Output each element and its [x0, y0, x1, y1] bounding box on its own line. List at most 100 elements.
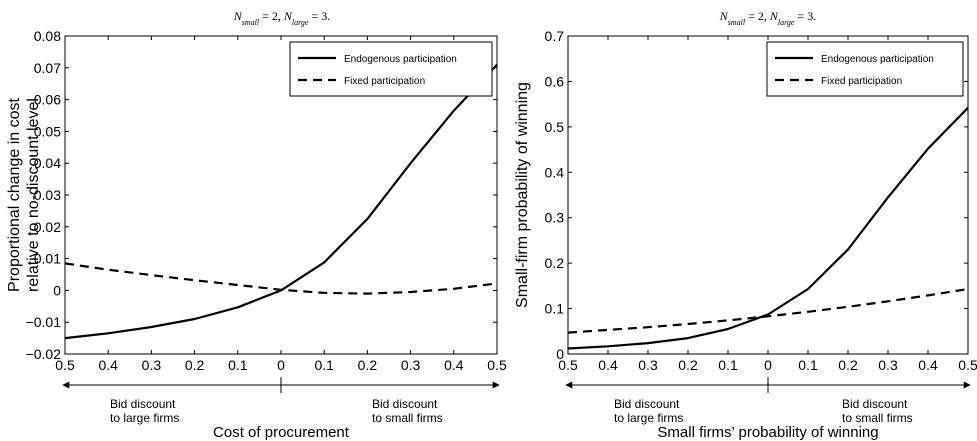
y-axis-label: Small-firm probability of winning: [514, 82, 531, 308]
legend-label: Endogenous participation: [821, 54, 934, 65]
data-point: [150, 274, 152, 276]
data-point: [887, 196, 889, 198]
y-tick-label: −0.01: [26, 314, 62, 330]
legend-label: Fixed participation: [821, 76, 902, 87]
y-tick-label: 0.04: [34, 155, 61, 171]
x-tick-label: 0.2: [358, 357, 378, 373]
title-n-large-sub: large: [778, 18, 795, 27]
x-tick-label: 0: [764, 357, 772, 373]
series-line-fixed: [567, 287, 969, 334]
x-tick-label: 0.4: [444, 357, 464, 373]
legend: Endogenous participation Fixed participat…: [289, 41, 493, 97]
annotation-small-line1: Bid discount: [842, 397, 908, 411]
data-point: [64, 337, 66, 339]
data-point: [887, 300, 889, 302]
data-point: [323, 261, 325, 263]
title-n-large-label: N: [283, 9, 293, 23]
chart-panel-2: Nsmall = 2, Nlarge = 3.00.10.20.30.40.50…: [514, 9, 977, 441]
data-point: [607, 329, 609, 331]
annotation-large-line2: to large firms: [110, 411, 179, 425]
data-point: [607, 345, 609, 347]
data-point: [280, 289, 282, 291]
x-tick-label: 0.2: [838, 357, 858, 373]
x-tick-label: 0: [277, 357, 285, 373]
data-point: [647, 326, 649, 328]
data-point: [453, 110, 455, 112]
x-tick-label: 0.2: [185, 357, 205, 373]
data-point: [567, 331, 569, 333]
y-tick-label: 0.01: [34, 251, 61, 267]
legend-label: Fixed participation: [344, 76, 425, 87]
annotation-small-line2: to small firms: [842, 411, 913, 425]
y-axis-label: Proportional change in cost relative to n…: [6, 98, 42, 292]
data-point: [453, 288, 455, 290]
data-point: [193, 279, 195, 281]
data-point: [927, 147, 929, 149]
chart-title: Nsmall = 2, Nlarge = 3.: [233, 9, 331, 27]
y-tick-label: 0.05: [34, 123, 61, 139]
data-point: [366, 292, 368, 294]
data-point: [496, 63, 498, 65]
data-point: [107, 332, 109, 334]
y-tick-label: 0.06: [34, 92, 61, 108]
data-point: [366, 218, 368, 220]
y-tick-label: 0.07: [34, 60, 61, 76]
data-point: [237, 306, 239, 308]
data-point: [496, 282, 498, 284]
data-point: [927, 294, 929, 296]
y-tick-label: 0.7: [545, 28, 565, 44]
data-point: [687, 337, 689, 339]
legend: Endogenous participation Fixed participat…: [766, 41, 964, 97]
data-point: [150, 326, 152, 328]
title-n-large-value: = 3.: [794, 9, 816, 23]
x-tick-label: 0.5: [487, 357, 507, 373]
y-tick-label: 0.3: [545, 210, 565, 226]
data-point: [727, 319, 729, 321]
data-point: [567, 347, 569, 349]
y-tick-label: 0: [53, 282, 61, 298]
data-point: [64, 262, 66, 264]
x-tick-label: 0.4: [98, 357, 118, 373]
y-tick-label: 0.03: [34, 187, 61, 203]
y-tick-label: 0.2: [545, 255, 565, 271]
title-n-small-value: = 2,: [745, 9, 770, 23]
legend-box: [289, 41, 493, 97]
annotation-large-line2: to large firms: [614, 411, 683, 425]
data-point: [727, 328, 729, 330]
x-tick-label: 0.5: [55, 357, 75, 373]
data-point: [237, 284, 239, 286]
data-point: [409, 291, 411, 293]
x-axis-label: Small firms’ probability of winning: [657, 424, 878, 441]
data-point: [687, 323, 689, 325]
y-tick-label: 0.02: [34, 219, 61, 235]
x-tick-label: 0.3: [638, 357, 658, 373]
y-axis-label-line1: Proportional change in cost: [6, 98, 23, 292]
series-line-fixed: [64, 262, 498, 295]
x-tick-label: 0.3: [401, 357, 421, 373]
x-tick-label: 0.1: [314, 357, 334, 373]
y-axis-label-line1: Small-firm probability of winning: [514, 82, 531, 308]
y-tick-label: 0.1: [545, 301, 565, 317]
annotation-small-line1: Bid discount: [372, 397, 438, 411]
data-point: [807, 311, 809, 313]
chart-panel-1: Nsmall = 2, Nlarge = 3. −0.02 −0.01 0 0.01 0.…: [6, 9, 507, 441]
x-tick-label: 0.2: [678, 357, 698, 373]
x-tick-label: 0.4: [598, 357, 618, 373]
x-tick-label: 0.1: [798, 357, 818, 373]
x-axis-label: Cost of procurement: [213, 424, 350, 441]
data-point: [193, 318, 195, 320]
title-n-small-label: N: [233, 9, 243, 23]
data-point: [323, 292, 325, 294]
y-tick-label: 0.5: [545, 119, 565, 135]
y-tick-label: 0: [556, 346, 564, 362]
x-tick-label: 0.1: [228, 357, 248, 373]
title-n-small-sub: small: [728, 18, 746, 27]
x-tick-label: 0.1: [718, 357, 738, 373]
x-tick-label: 0.5: [558, 357, 578, 373]
x-tick-label: 0.3: [142, 357, 162, 373]
annotation-small-line2: to small firms: [372, 411, 443, 425]
data-point: [847, 306, 849, 308]
y-tick-label: 0.6: [545, 73, 565, 89]
series-line-endogenous: [567, 107, 969, 350]
title-n-large-value: = 3.: [308, 9, 330, 23]
